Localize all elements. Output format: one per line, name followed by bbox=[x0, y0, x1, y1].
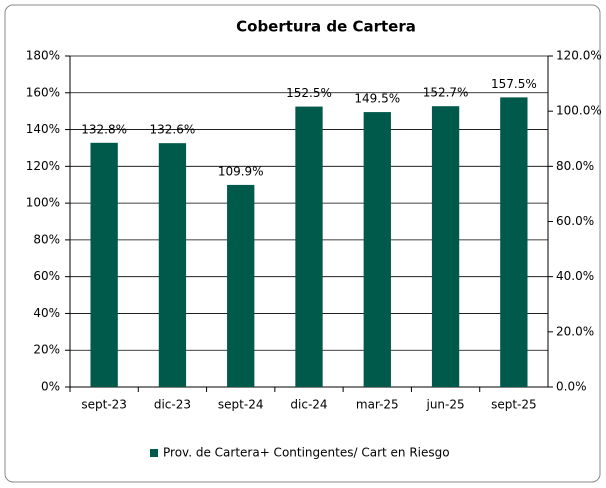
legend-label: Prov. de Cartera+ Contingentes/ Cart en … bbox=[163, 446, 450, 460]
x-tick-label: dic-23 bbox=[154, 398, 191, 412]
y-tick-label: 140% bbox=[26, 122, 60, 136]
x-tick-label: mar-25 bbox=[356, 398, 399, 412]
y-tick-label: 120% bbox=[26, 159, 60, 173]
y2-tick-label: 100.0% bbox=[556, 104, 602, 118]
x-tick-label: sept-24 bbox=[218, 398, 264, 412]
data-label: 157.5% bbox=[491, 77, 537, 91]
y-tick-label: 180% bbox=[26, 49, 60, 63]
y2-tick-label: 40.0% bbox=[556, 269, 594, 283]
y-tick-label: 80% bbox=[33, 232, 60, 246]
bar bbox=[90, 142, 118, 387]
y-tick-label: 100% bbox=[26, 196, 60, 210]
data-label: 152.7% bbox=[423, 86, 469, 100]
x-tick-label: sept-23 bbox=[81, 398, 127, 412]
data-label: 132.8% bbox=[81, 122, 127, 136]
bar bbox=[431, 106, 460, 388]
data-label: 149.5% bbox=[354, 92, 400, 106]
y2-tick-label: 120.0% bbox=[556, 49, 602, 63]
y-tick-label: 160% bbox=[26, 85, 60, 99]
chart-title: Cobertura de Cartera bbox=[236, 18, 416, 36]
data-label: 109.9% bbox=[218, 164, 264, 178]
bar bbox=[227, 184, 255, 387]
bar bbox=[295, 106, 323, 387]
y2-tick-label: 60.0% bbox=[556, 214, 594, 228]
legend-swatch bbox=[150, 449, 158, 457]
data-label: 152.5% bbox=[286, 86, 332, 100]
data-label: 132.6% bbox=[150, 123, 196, 137]
y-tick-label: 0% bbox=[41, 380, 60, 394]
y-tick-label: 20% bbox=[33, 343, 60, 357]
bar bbox=[500, 97, 528, 387]
y2-tick-label: 0.0% bbox=[556, 380, 587, 394]
y-tick-label: 40% bbox=[33, 306, 60, 320]
x-tick-label: jun-25 bbox=[425, 398, 464, 412]
x-tick-label: sept-25 bbox=[491, 398, 537, 412]
bar bbox=[158, 143, 187, 387]
y2-tick-label: 80.0% bbox=[556, 159, 594, 173]
y2-tick-label: 20.0% bbox=[556, 324, 594, 338]
y-tick-label: 60% bbox=[33, 269, 60, 283]
x-tick-label: dic-24 bbox=[290, 398, 327, 412]
bar bbox=[363, 112, 391, 387]
